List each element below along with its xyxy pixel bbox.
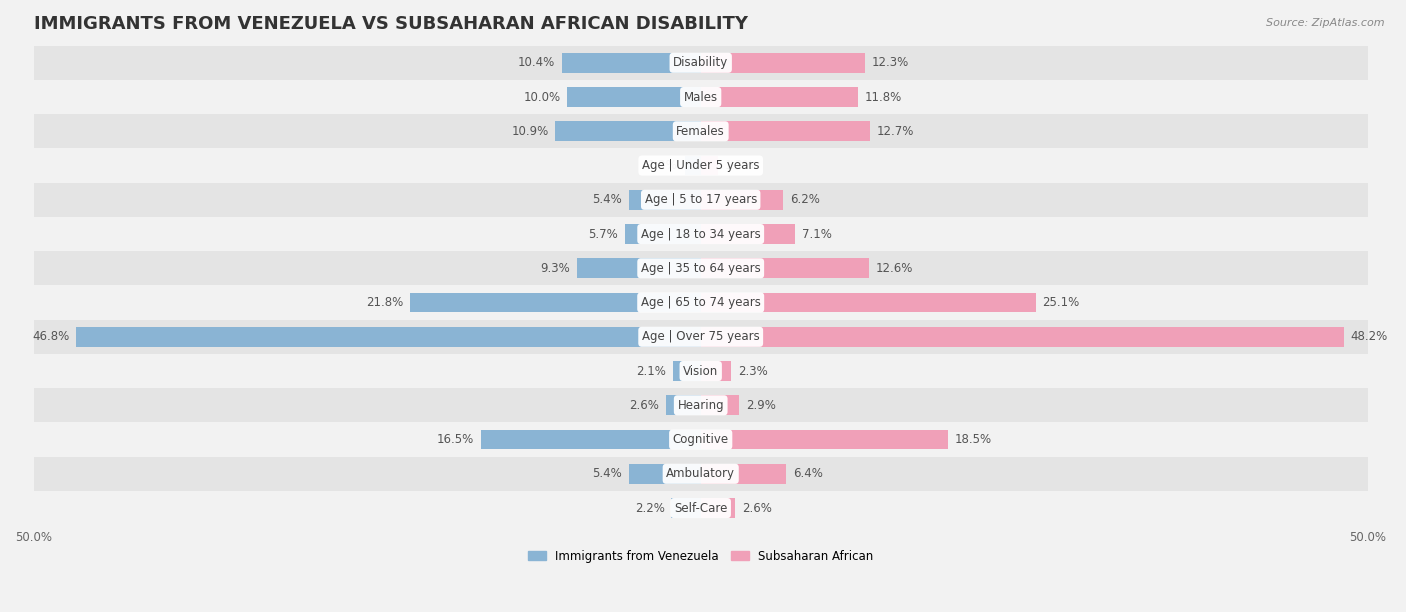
Bar [34,422,1368,457]
Bar [628,464,700,483]
Bar [576,258,700,278]
Text: Cognitive: Cognitive [672,433,728,446]
Bar [34,388,1368,422]
Bar [34,491,1368,525]
Text: 10.9%: 10.9% [512,125,548,138]
Text: 2.3%: 2.3% [738,365,768,378]
Bar [700,464,786,483]
Text: Age | Under 5 years: Age | Under 5 years [643,159,759,172]
Text: 9.3%: 9.3% [540,262,569,275]
Bar [34,114,1368,149]
Text: Hearing: Hearing [678,399,724,412]
Bar [34,354,1368,388]
Text: Self-Care: Self-Care [673,502,727,515]
Bar [34,149,1368,182]
Text: 1.2%: 1.2% [648,159,678,172]
Bar [34,319,1368,354]
Text: Vision: Vision [683,365,718,378]
Text: 11.8%: 11.8% [865,91,903,103]
Text: 5.7%: 5.7% [588,228,619,241]
Bar [700,293,1036,313]
Bar [685,155,700,176]
Bar [700,258,869,278]
Text: IMMIGRANTS FROM VENEZUELA VS SUBSAHARAN AFRICAN DISABILITY: IMMIGRANTS FROM VENEZUELA VS SUBSAHARAN … [34,15,748,33]
Legend: Immigrants from Venezuela, Subsaharan African: Immigrants from Venezuela, Subsaharan Af… [523,545,877,567]
Bar [700,395,740,415]
Bar [481,430,700,449]
Bar [700,190,783,210]
Bar [34,457,1368,491]
Text: Age | Over 75 years: Age | Over 75 years [641,330,759,343]
Bar [666,395,700,415]
Bar [700,498,735,518]
Text: 21.8%: 21.8% [366,296,404,309]
Bar [76,327,700,347]
Text: 48.2%: 48.2% [1351,330,1388,343]
Bar [34,182,1368,217]
Bar [34,251,1368,285]
Bar [628,190,700,210]
Text: 25.1%: 25.1% [1042,296,1080,309]
Text: 6.2%: 6.2% [790,193,820,206]
Bar [700,224,796,244]
Text: 2.6%: 2.6% [742,502,772,515]
Bar [671,498,700,518]
Bar [555,121,700,141]
Text: 2.2%: 2.2% [634,502,665,515]
Text: 12.6%: 12.6% [876,262,912,275]
Text: 2.9%: 2.9% [747,399,776,412]
Bar [672,361,700,381]
Bar [700,121,870,141]
Text: 1.3%: 1.3% [724,159,755,172]
Text: 12.7%: 12.7% [877,125,914,138]
Text: Age | 65 to 74 years: Age | 65 to 74 years [641,296,761,309]
Text: 2.6%: 2.6% [630,399,659,412]
Text: Age | 5 to 17 years: Age | 5 to 17 years [644,193,756,206]
Text: Males: Males [683,91,718,103]
Bar [700,155,718,176]
Text: 6.4%: 6.4% [793,468,823,480]
Text: 46.8%: 46.8% [32,330,69,343]
Bar [700,87,858,107]
Text: Disability: Disability [673,56,728,69]
Text: Age | 18 to 34 years: Age | 18 to 34 years [641,228,761,241]
Text: 16.5%: 16.5% [437,433,474,446]
Text: 10.4%: 10.4% [517,56,555,69]
Bar [34,285,1368,319]
Text: 7.1%: 7.1% [803,228,832,241]
Bar [34,80,1368,114]
Text: 12.3%: 12.3% [872,56,908,69]
Text: 10.0%: 10.0% [523,91,561,103]
Bar [700,361,731,381]
Text: Females: Females [676,125,725,138]
Text: Age | 35 to 64 years: Age | 35 to 64 years [641,262,761,275]
Bar [409,293,700,313]
Bar [700,327,1344,347]
Text: Ambulatory: Ambulatory [666,468,735,480]
Bar [567,87,700,107]
Bar [700,53,865,73]
Text: Source: ZipAtlas.com: Source: ZipAtlas.com [1267,18,1385,28]
Text: 18.5%: 18.5% [955,433,991,446]
Text: 5.4%: 5.4% [592,468,621,480]
Bar [624,224,700,244]
Bar [700,430,948,449]
Text: 5.4%: 5.4% [592,193,621,206]
Bar [34,46,1368,80]
Bar [34,217,1368,251]
Bar [562,53,700,73]
Text: 2.1%: 2.1% [636,365,666,378]
